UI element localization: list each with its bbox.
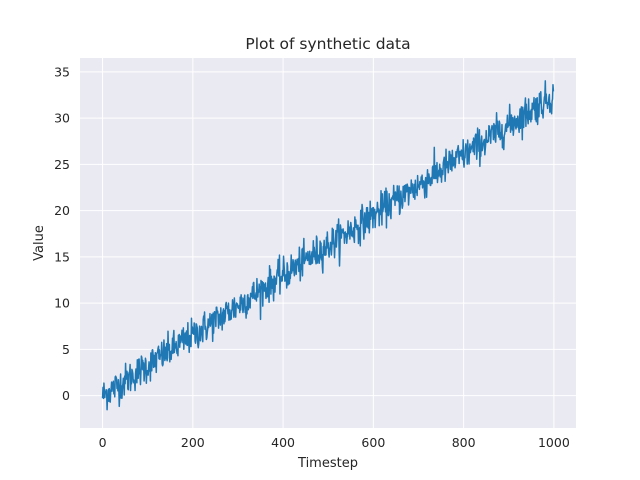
y-tick-label: 25 xyxy=(54,157,70,172)
y-tick-label: 5 xyxy=(62,342,70,357)
x-tick-label: 1000 xyxy=(538,435,570,450)
y-tick-label: 30 xyxy=(54,111,70,126)
x-axis-label: Timestep xyxy=(297,456,358,471)
series-layer xyxy=(101,80,555,411)
chart-title: Plot of synthetic data xyxy=(245,35,410,53)
grid xyxy=(80,58,576,428)
y-tick-label: 35 xyxy=(54,64,70,79)
x-axis-ticks: 0 200 400 600 800 1000 xyxy=(99,435,570,450)
y-tick-label: 10 xyxy=(54,296,70,311)
y-axis-label: Value xyxy=(32,225,47,261)
x-tick-label: 200 xyxy=(181,435,205,450)
series-line xyxy=(101,80,555,411)
y-axis-ticks: 0 5 10 15 20 25 30 35 xyxy=(54,64,70,403)
y-tick-label: 0 xyxy=(62,388,70,403)
y-tick-label: 15 xyxy=(54,249,70,264)
x-tick-label: 0 xyxy=(99,435,107,450)
x-tick-label: 400 xyxy=(271,435,295,450)
y-tick-label: 20 xyxy=(54,203,70,218)
x-tick-label: 800 xyxy=(452,435,476,450)
x-tick-label: 600 xyxy=(361,435,385,450)
